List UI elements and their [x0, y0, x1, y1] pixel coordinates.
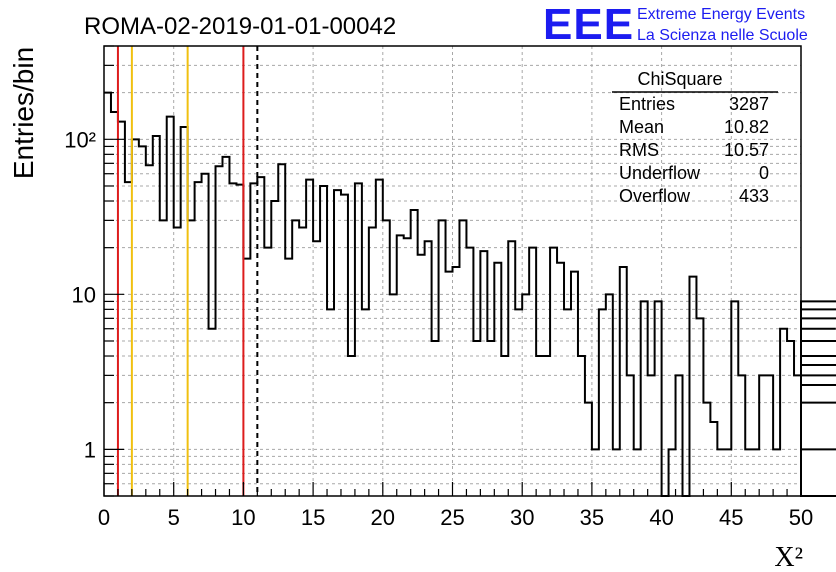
x-tick-label: 40 — [649, 505, 673, 530]
stats-label: Mean — [619, 117, 664, 137]
histogram-bars — [104, 91, 836, 497]
x-tick-label: 30 — [510, 505, 534, 530]
x-tick-label: 35 — [580, 505, 604, 530]
x-tick-label: 25 — [440, 505, 464, 530]
y-tick-label: 1 — [84, 437, 96, 462]
grid-lines — [104, 46, 801, 496]
y-tick-label: 10 — [72, 282, 96, 307]
x-tick-label: 15 — [301, 505, 325, 530]
x-tick-labels: 0 5 10 15 20 25 30 35 40 45 50 — [98, 505, 813, 530]
axis-ticks — [103, 45, 802, 497]
x-tick-label: 10 — [231, 505, 255, 530]
eee-logo: EEE — [543, 0, 634, 49]
stats-label: Entries — [619, 94, 675, 114]
stats-title: ChiSquare — [637, 69, 722, 89]
stats-value: 3287 — [729, 94, 769, 114]
stats-value: 433 — [739, 186, 769, 206]
stats-label: RMS — [619, 140, 659, 160]
x-tick-label: 50 — [789, 505, 813, 530]
x-tick-label: 45 — [719, 505, 743, 530]
stats-value: 0 — [759, 163, 769, 183]
x-axis-label: X² — [774, 542, 803, 572]
x-tick-label: 5 — [168, 505, 180, 530]
stats-value: 10.82 — [724, 117, 769, 137]
chart-title: ROMA-02-2019-01-01-00042 — [84, 13, 396, 40]
stats-label: Underflow — [619, 163, 701, 183]
y-axis-label: Entries/bin — [8, 47, 39, 179]
stats-box: ChiSquare Entries 3287 Mean 10.82 RMS 10.57 Un… — [612, 69, 778, 206]
eee-subtitle-line2: La Scienza nelle Scuole — [637, 27, 808, 44]
stats-label: Overflow — [619, 186, 691, 206]
eee-subtitle-line1: Extreme Energy Events — [637, 6, 805, 23]
x-tick-label: 20 — [371, 505, 395, 530]
marker-lines — [116, 46, 259, 496]
y-tick-label: 10² — [64, 127, 96, 152]
stats-value: 10.57 — [724, 140, 769, 160]
histogram-outline — [104, 91, 836, 497]
y-tick-labels: 1 10 10² — [64, 127, 96, 462]
x-tick-label: 0 — [98, 505, 110, 530]
